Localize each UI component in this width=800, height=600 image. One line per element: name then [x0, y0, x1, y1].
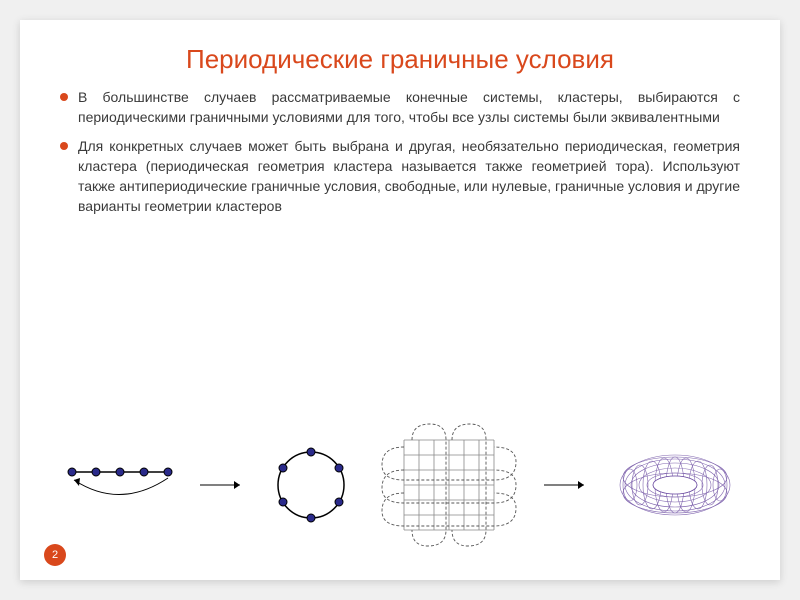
bullet-item: В большинстве случаев рассматриваемые ко…: [60, 87, 740, 128]
ring-diagram: [266, 440, 356, 530]
page-number-badge: 2: [44, 544, 66, 566]
slide: Периодические граничные условия В больши…: [20, 20, 780, 580]
bullet-list: В большинстве случаев рассматриваемые ко…: [60, 87, 740, 217]
diagram-row: [60, 420, 740, 550]
slide-title: Периодические граничные условия: [60, 44, 740, 75]
grid-periodic-diagram: [374, 420, 524, 550]
arrow-icon: [198, 475, 248, 495]
arrow-icon: [542, 475, 592, 495]
bullet-item: Для конкретных случаев может быть выбран…: [60, 136, 740, 217]
line-chain-diagram: [60, 450, 180, 520]
torus-diagram: [610, 435, 740, 535]
page-number: 2: [52, 549, 58, 561]
